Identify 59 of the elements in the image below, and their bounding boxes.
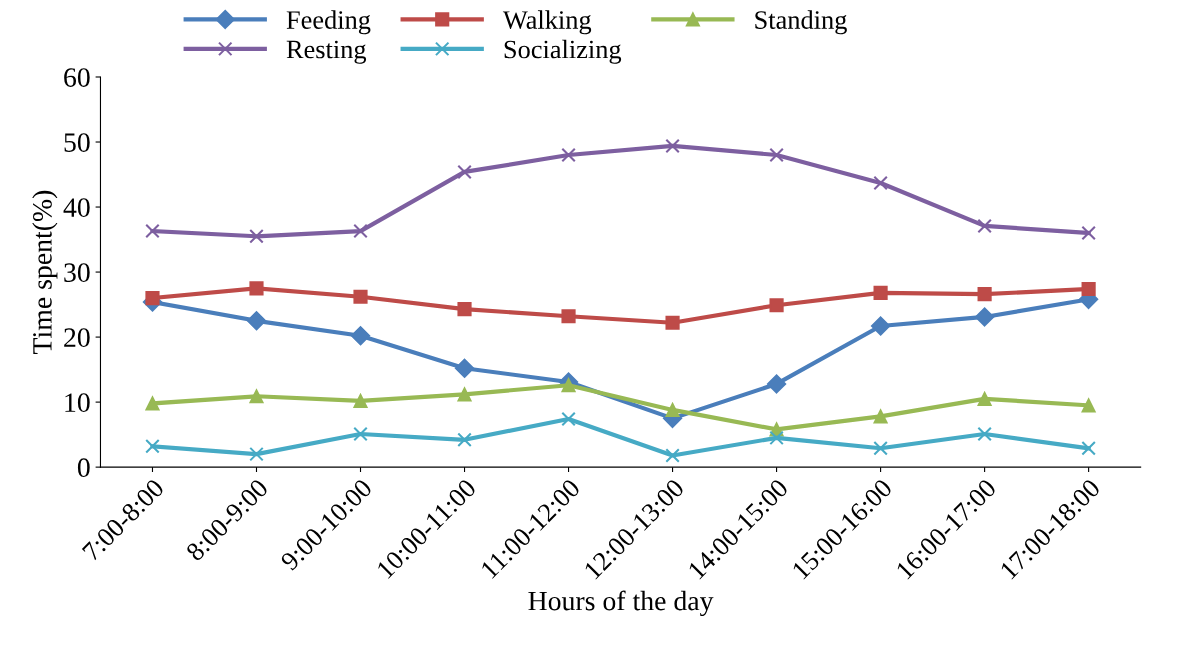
point [145, 290, 160, 306]
y-tick-label: 0 [77, 458, 90, 478]
point [873, 409, 888, 424]
point [769, 298, 784, 313]
point [1081, 440, 1096, 456]
point [769, 430, 784, 446]
point [1081, 398, 1096, 413]
point [457, 164, 472, 180]
point [350, 326, 371, 346]
y-tick-label: 60 [64, 68, 90, 87]
point [974, 307, 995, 327]
point [977, 218, 992, 234]
point [249, 389, 264, 404]
point [873, 175, 888, 191]
point [665, 448, 680, 463]
legend-label: Socializing [504, 39, 622, 64]
point [977, 287, 992, 302]
point [353, 223, 368, 239]
y-tick-label: 30 [64, 263, 90, 282]
point [249, 281, 264, 296]
point [1081, 281, 1096, 297]
point [353, 426, 368, 442]
point [977, 391, 992, 406]
point [353, 289, 368, 304]
point [665, 138, 680, 154]
x-axis-title: Hours of the day [528, 590, 714, 617]
y-tick-label: 20 [64, 328, 90, 347]
legend-label: Resting [286, 40, 367, 64]
point [145, 439, 160, 454]
point [457, 302, 472, 317]
y-tick-label: 50 [64, 133, 90, 152]
point [457, 387, 472, 402]
point [561, 309, 576, 324]
y-tick-label: 10 [65, 393, 90, 413]
point [145, 396, 160, 411]
point [870, 316, 891, 336]
point [561, 378, 576, 393]
point [145, 223, 160, 239]
point [873, 440, 888, 456]
point [353, 393, 368, 408]
point [246, 311, 267, 331]
y-tick-label: 40 [63, 198, 90, 217]
point [977, 426, 992, 442]
legend-label: Feeding [286, 10, 371, 35]
point [766, 374, 787, 394]
point [873, 285, 888, 300]
point [665, 315, 680, 330]
legend-label: Walking [502, 10, 592, 35]
point [1081, 225, 1096, 241]
point [769, 147, 784, 163]
point [561, 147, 576, 163]
point [561, 411, 576, 427]
point [249, 229, 264, 244]
y-axis-title: Time spent(%) [32, 190, 58, 354]
point [249, 446, 264, 462]
point [457, 432, 472, 448]
point [454, 358, 475, 378]
legend-label: Standing [755, 10, 847, 35]
point [665, 402, 680, 417]
